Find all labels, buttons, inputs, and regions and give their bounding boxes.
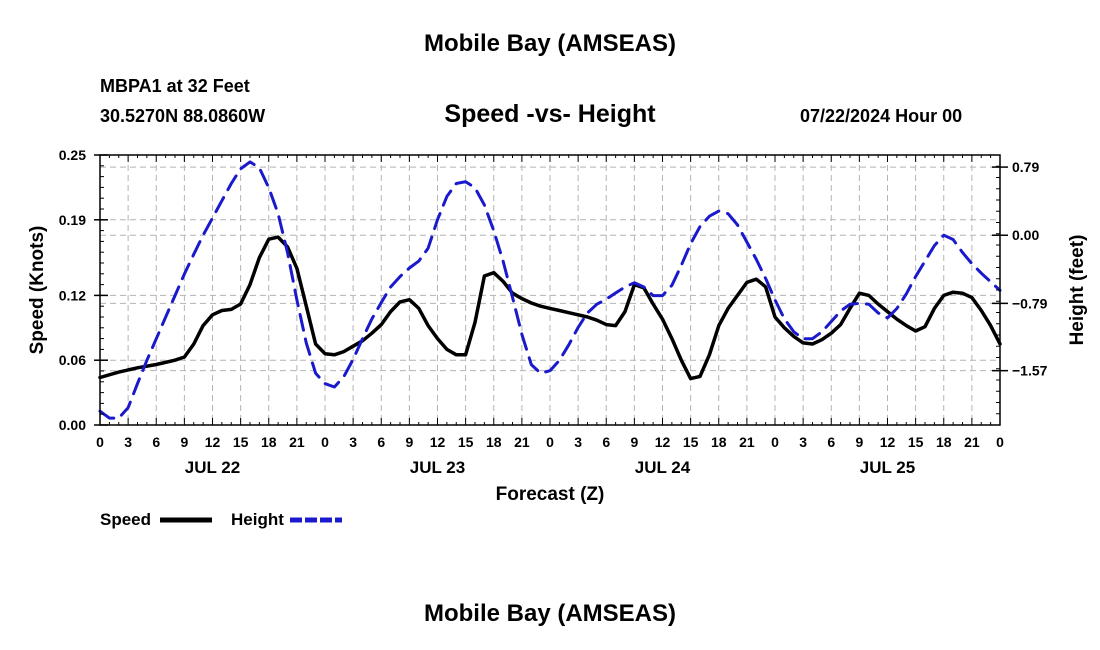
- x-tick-label: 6: [152, 434, 160, 450]
- y-tick-label: 0.25: [59, 147, 86, 163]
- x-tick-label: 0: [996, 434, 1004, 450]
- date-label: JUL 22: [185, 458, 240, 477]
- date-label: JUL 24: [635, 458, 691, 477]
- x-tick-label: 21: [964, 434, 980, 450]
- x-axis-label: Forecast (Z): [496, 484, 605, 505]
- y2-tick-label: 0.79: [1012, 159, 1039, 175]
- x-tick-label: 3: [574, 434, 582, 450]
- y2-tick-label: 0.00: [1012, 227, 1039, 243]
- x-tick-label: 9: [630, 434, 638, 450]
- y2-tick-label: −0.79: [1012, 295, 1048, 311]
- x-tick-label: 12: [205, 434, 221, 450]
- forecast-datetime: 07/22/2024 Hour 00: [800, 106, 963, 126]
- y-axis-label: Speed (Knots): [27, 226, 48, 355]
- series-line-speed: [98, 235, 1002, 381]
- x-tick-label: 15: [458, 434, 474, 450]
- chart-title: Mobile Bay (AMSEAS): [423, 30, 677, 57]
- y-tick-label: 0.06: [59, 352, 86, 368]
- x-tick-label: 12: [880, 434, 896, 450]
- station-label: MBPA1 at 32 Feet: [100, 76, 250, 96]
- y-tick-label: 0.00: [59, 417, 86, 433]
- y-tick-label: 0.19: [59, 212, 86, 228]
- x-tick-label: 18: [711, 434, 727, 450]
- x-tick-label: 0: [321, 434, 329, 450]
- chart-subtitle: Speed -vs- Height: [444, 100, 656, 128]
- speed-height-chart: 0 3 6 9 12 15 18 21 0 3 6 9 12 15 18 21 0 3 6 9 12 15 18 21 0 3 6 9…: [27, 147, 1088, 523]
- x-tick-label: 3: [799, 434, 807, 450]
- x-tick-label: 21: [289, 434, 305, 450]
- x-tick-label: 15: [233, 434, 249, 450]
- y2-tick-label: −1.57: [1012, 363, 1048, 379]
- footer-chart-title: Mobile Bay (AMSEAS): [423, 600, 677, 627]
- date-label: JUL 23: [410, 458, 465, 477]
- x-tick-label: 18: [486, 434, 502, 450]
- legend-height-label: Height: [231, 510, 284, 529]
- x-tick-label: 3: [349, 434, 357, 450]
- x-tick-label: 6: [602, 434, 610, 450]
- x-tick-label: 0: [546, 434, 554, 450]
- x-tick-label: 21: [739, 434, 755, 450]
- x-tick-label: 12: [430, 434, 446, 450]
- x-tick-label: 15: [908, 434, 924, 450]
- x-tick-label: 6: [827, 434, 835, 450]
- x-tick-label: 21: [514, 434, 530, 450]
- x-tick-label: 9: [405, 434, 413, 450]
- x-tick-label: 15: [683, 434, 699, 450]
- x-tick-label: 18: [936, 434, 952, 450]
- x-tick-label: 9: [180, 434, 188, 450]
- series-line-height: [98, 160, 1002, 420]
- x-tick-label: 0: [96, 434, 104, 450]
- date-label: JUL 25: [860, 458, 915, 477]
- y-tick-label: 0.12: [59, 287, 86, 303]
- x-tick-label: 0: [771, 434, 779, 450]
- station-coordinates: 30.5270N 88.0860W: [100, 106, 266, 126]
- legend-speed-label: Speed: [100, 510, 152, 529]
- x-tick-label: 18: [261, 434, 277, 450]
- x-tick-label: 6: [377, 434, 385, 450]
- x-tick-label: 9: [855, 434, 863, 450]
- y2-axis-label: Height (feet): [1067, 235, 1088, 346]
- x-tick-label: 3: [124, 434, 132, 450]
- x-tick-label: 12: [655, 434, 671, 450]
